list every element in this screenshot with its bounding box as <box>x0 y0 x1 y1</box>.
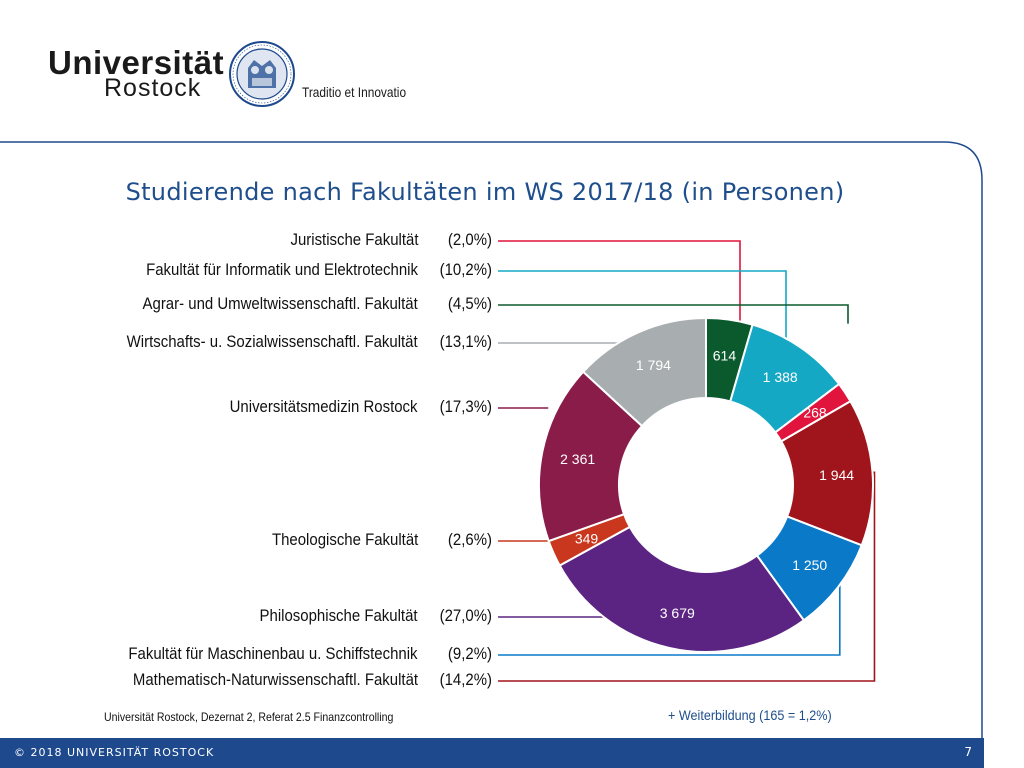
chart-title: Studierende nach Fakultäten im WS 2017/1… <box>125 178 845 206</box>
legend-pct-6: (2,6%) <box>447 530 492 549</box>
logo-city: Rostock <box>104 74 202 102</box>
legend-pct-4: (9,2%) <box>447 644 492 663</box>
extra-note: + Weiterbildung (165 = 1,2%) <box>668 707 832 723</box>
slice-label-3: 1 944 <box>819 467 854 483</box>
legend-label-7: Universitätsmedizin Rostock <box>230 397 418 416</box>
slice-8 <box>581 316 707 428</box>
footer-copyright: © 2018 UNIVERSITÄT ROSTOCK <box>14 746 215 759</box>
slice-label-8: 1 794 <box>636 357 671 373</box>
legend-pct-3: (14,2%) <box>439 670 492 689</box>
legend-label-0: Agrar- und Umweltwissenschaftl. Fakultät <box>142 294 418 313</box>
slice-label-4: 1 250 <box>792 557 827 573</box>
legend-pct-5: (27,0%) <box>439 606 492 625</box>
legend-pct-7: (17,3%) <box>439 397 492 416</box>
page-number: 7 <box>964 745 972 759</box>
slice-5 <box>558 525 806 653</box>
slice-label-2: 268 <box>803 404 827 420</box>
header: Universität Rostock Traditio et Innovati… <box>0 0 1024 140</box>
slice-label-7: 2 361 <box>560 451 595 467</box>
logo-university: Universität <box>48 44 225 81</box>
legend-label-1: Fakultät für Informatik und Elektrotechn… <box>146 260 418 279</box>
source-note: Universität Rostock, Dezernat 2, Referat… <box>104 710 394 724</box>
connector-1 <box>498 270 787 351</box>
legend-label-8: Wirtschafts- u. Sozialwissenschaftl. Fak… <box>127 332 418 351</box>
legend-label-6: Theologische Fakultät <box>271 530 418 549</box>
connector-0 <box>498 304 849 324</box>
slice-label-5: 3 679 <box>660 605 695 621</box>
legend-pct-1: (10,2%) <box>439 260 492 279</box>
slice-label-6: 349 <box>575 531 599 547</box>
legend-label-4: Fakultät für Maschinenbau u. Schiffstech… <box>128 644 418 663</box>
legend-label-3: Mathematisch-Naturwissenschaftl. Fakultä… <box>132 670 418 689</box>
slice-label-0: 614 <box>713 347 737 363</box>
footer-bar: © 2018 UNIVERSITÄT ROSTOCK 7 <box>0 738 984 768</box>
legend-pct-2: (2,0%) <box>447 230 492 249</box>
legend-pct-8: (13,1%) <box>439 332 492 351</box>
tagline: Traditio et Innovatio <box>302 84 407 100</box>
legend-label-5: Philosophische Fakultät <box>259 606 418 625</box>
university-seal-icon <box>229 41 295 107</box>
slice-label-1: 1 388 <box>763 369 798 385</box>
legend-pct-0: (4,5%) <box>447 294 492 313</box>
legend-label-2: Juristische Fakultät <box>289 230 418 249</box>
